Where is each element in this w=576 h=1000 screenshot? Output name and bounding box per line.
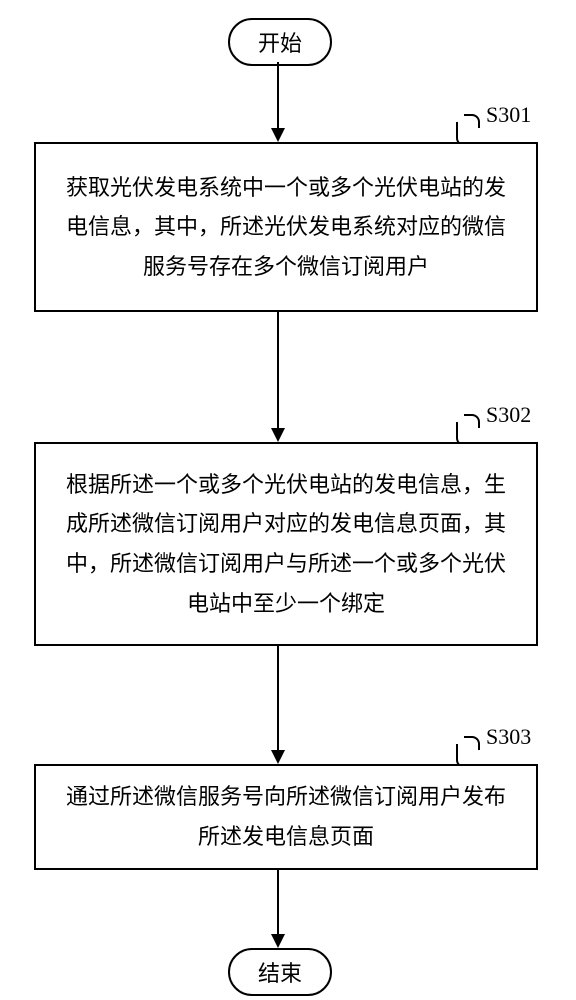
s303-label: S303 — [486, 724, 531, 750]
s301-label: S301 — [486, 102, 531, 128]
start-terminal: 开始 — [228, 18, 332, 66]
start-text: 开始 — [258, 26, 302, 58]
flowchart-canvas: 开始 S301 获取光伏发电系统中一个或多个光伏电站的发电信息，其中，所述光伏发… — [0, 0, 576, 1000]
arrow-start-s301 — [271, 62, 285, 142]
arrow-s302-s303 — [271, 646, 285, 764]
arrow-s303-end — [271, 870, 285, 948]
end-terminal: 结束 — [228, 948, 332, 996]
s301-text: 获取光伏发电系统中一个或多个光伏电站的发电信息，其中，所述光伏发电系统对应的微信… — [62, 168, 510, 287]
step-s301: 获取光伏发电系统中一个或多个光伏电站的发电信息，其中，所述光伏发电系统对应的微信… — [34, 142, 538, 312]
end-text: 结束 — [258, 956, 302, 988]
step-s302: 根据所述一个或多个光伏电站的发电信息，生成所述微信订阅用户对应的发电信息页面，其… — [34, 442, 538, 646]
s302-label: S302 — [486, 402, 531, 428]
arrow-s301-s302 — [271, 312, 285, 442]
s303-text: 通过所述微信服务号向所述微信订阅用户发布所述发电信息页面 — [62, 777, 510, 856]
step-s303: 通过所述微信服务号向所述微信订阅用户发布所述发电信息页面 — [34, 764, 538, 870]
s302-text: 根据所述一个或多个光伏电站的发电信息，生成所述微信订阅用户对应的发电信息页面，其… — [62, 465, 510, 623]
